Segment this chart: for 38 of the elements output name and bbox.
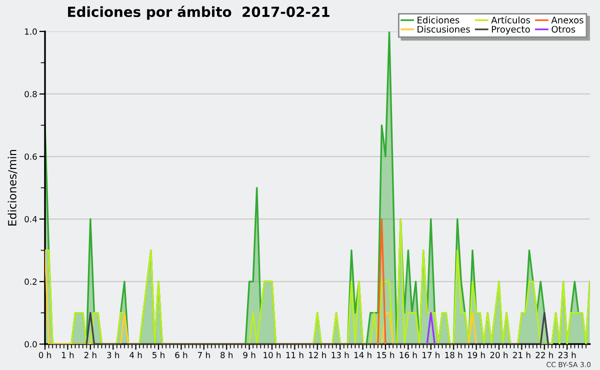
x-tick-label: 13 h xyxy=(332,352,349,358)
x-tick-label: 2 h xyxy=(84,352,96,358)
chart-title: Ediciones por ámbito 2017-02-21 xyxy=(68,6,330,20)
x-tick-label: 17 h xyxy=(422,352,440,358)
legend-label: Discusiones xyxy=(418,26,470,33)
x-tick-label: 18 h xyxy=(445,352,462,358)
x-tick-label: 1 h xyxy=(62,352,74,358)
y-axis-title: Ediciones/min xyxy=(8,150,18,226)
legend-label: Otros xyxy=(552,26,576,33)
x-tick-label: 21 h xyxy=(513,352,530,358)
y-tick-label: 1.0 xyxy=(25,28,37,35)
x-tick-label: 12 h xyxy=(309,352,326,358)
legend-label: Anexos xyxy=(551,16,584,24)
legend-label: Ediciones xyxy=(418,16,460,24)
x-tick-label: 15 h xyxy=(377,352,394,358)
y-tick-label: 0.2 xyxy=(24,278,37,285)
legend-label: Artículos xyxy=(491,16,530,24)
x-tick-label: 11 h xyxy=(286,352,304,358)
y-tick-label: 0.4 xyxy=(24,216,37,222)
x-tick-label: 9 h xyxy=(243,352,256,358)
x-tick-label: 20 h xyxy=(490,352,508,358)
x-tick-label: 14 h xyxy=(354,352,372,358)
x-tick-label: 7 h xyxy=(198,352,210,358)
x-tick-label: 5 h xyxy=(152,352,164,358)
x-tick-label: 8 h xyxy=(220,352,233,358)
legend-label: Proyecto xyxy=(492,26,530,34)
x-tick-label: 16 h xyxy=(400,352,417,358)
y-tick-label: 0.6 xyxy=(24,153,37,160)
x-tick-label: 3 h xyxy=(107,352,120,358)
x-tick-label: 4 h xyxy=(130,352,142,358)
y-tick-label: 0.8 xyxy=(24,90,37,98)
x-tick-label: 22 h xyxy=(536,352,553,358)
x-tick-label: 19 h xyxy=(468,352,485,358)
x-tick-label: 23 h xyxy=(558,352,576,358)
x-tick-label: 0 h xyxy=(38,352,51,358)
x-tick-label: 6 h xyxy=(175,352,188,358)
x-tick-label: 10 h xyxy=(264,352,281,358)
y-tick-label: 0.0 xyxy=(24,341,37,348)
